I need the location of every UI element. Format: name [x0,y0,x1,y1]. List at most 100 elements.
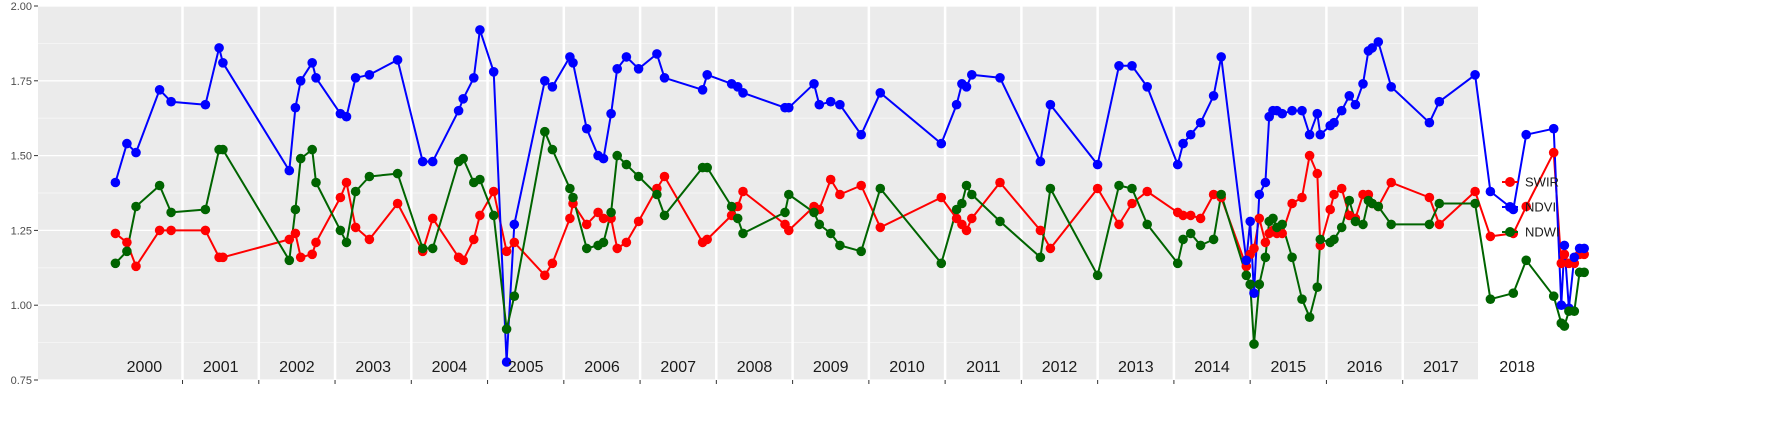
data-point-swir [154,225,165,236]
data-point-ndwi [825,228,836,239]
data-point-ndvi [1304,129,1315,140]
data-point-ndvi [621,52,632,62]
year-label: 2016 [1347,359,1383,376]
data-point-swir [200,225,211,236]
data-point-swir [621,237,632,248]
y-tick-label: 1.25 [11,225,32,237]
data-point-ndwi [1172,258,1183,269]
data-point-ndvi [633,64,644,74]
data-point-ndvi [1297,105,1307,116]
data-point-ndvi [1114,61,1124,71]
data-point-ndvi [697,85,708,95]
data-point-ndwi [1045,183,1056,194]
data-point-ndwi [1268,213,1278,224]
data-point-ndwi [488,210,499,221]
data-point-swir [1297,192,1307,203]
data-point-ndwi [1127,183,1137,194]
data-point-ndvi [1556,300,1567,311]
data-point-swir [1485,231,1496,242]
data-point-ndvi [475,25,485,35]
data-point-ndvi [1367,43,1377,53]
data-point-ndvi [1172,159,1183,170]
data-point-swir [350,222,361,233]
data-point-ndwi [1208,234,1219,245]
data-point-ndwi [1245,279,1255,290]
data-point-swir [1336,183,1347,194]
data-point-ndvi [568,58,578,68]
legend-item-ndwi: NDWI [1502,225,1560,240]
y-tick-label: 1.00 [11,300,32,312]
data-point-ndwi [1260,252,1271,263]
legend-marker [1505,202,1515,212]
data-point-swir [1045,243,1056,254]
data-point-ndwi [732,213,743,224]
data-point-swir [633,216,644,227]
data-point-swir [1312,168,1323,179]
data-point-ndwi [1297,294,1307,305]
data-point-swir [311,237,321,248]
data-point-swir [1304,150,1315,161]
data-point-swir [488,186,499,197]
data-point-swir [875,222,886,233]
data-point-swir [341,177,352,188]
data-point-swir [1208,189,1219,200]
data-point-ndwi [1386,219,1396,230]
legend-item-ndvi: NDVI [1502,200,1556,215]
data-point-swir [110,228,121,239]
data-point-ndvi [1315,129,1326,140]
data-point-ndvi [1249,288,1259,299]
data-point-ndwi [154,180,165,191]
data-point-ndwi [1277,219,1287,230]
data-point-ndwi [1424,219,1435,230]
data-point-ndvi [458,94,469,104]
data-point-ndvi [1142,82,1152,92]
data-point-ndwi [967,189,977,200]
data-point-swir [295,252,306,263]
data-point-ndvi [1344,91,1355,101]
data-point-swir [1287,198,1297,209]
data-point-ndwi [1569,306,1580,317]
data-point-ndwi [1434,198,1445,209]
data-point-ndvi [1178,138,1188,149]
year-label: 2017 [1423,359,1459,376]
data-point-ndwi [284,255,295,266]
data-point-ndvi [284,165,295,176]
data-point-ndvi [1336,105,1347,116]
data-point-ndwi [364,171,375,182]
data-point-swir [122,237,132,248]
data-point-ndvi [295,76,306,86]
series-layer [110,25,1589,367]
data-point-ndwi [738,228,748,239]
data-point-ndwi [1521,255,1531,266]
data-point-ndvi [652,49,662,59]
year-label: 2011 [966,359,1001,376]
data-point-ndwi [200,204,211,215]
data-point-ndwi [1485,294,1496,305]
data-point-swir [856,180,866,191]
legend-item-swir: SWIR [1502,175,1559,190]
data-point-ndwi [110,258,121,269]
data-point-ndwi [1559,321,1570,331]
data-point-ndvi [392,55,403,65]
data-point-swir [1092,183,1103,194]
year-label: 2018 [1499,359,1535,376]
data-point-ndvi [540,76,550,86]
data-point-swir [547,258,558,269]
data-point-ndvi [1485,186,1496,197]
data-point-swir [1470,186,1480,197]
data-point-ndvi [961,82,972,92]
data-point-swir [284,234,295,245]
legend: SWIR NDVI NDWI [1502,175,1560,240]
data-point-ndwi [1304,312,1315,323]
data-point-ndvi [1329,117,1339,128]
data-point-ndvi [784,102,794,113]
data-point-ndvi [218,58,228,68]
data-point-swir [131,261,141,272]
data-point-ndwi [1344,195,1355,206]
data-point-ndwi [341,237,352,248]
data-point-ndwi [612,150,622,161]
data-point-ndvi [427,156,438,167]
data-point-ndvi [825,96,836,107]
data-point-swir [540,270,550,281]
